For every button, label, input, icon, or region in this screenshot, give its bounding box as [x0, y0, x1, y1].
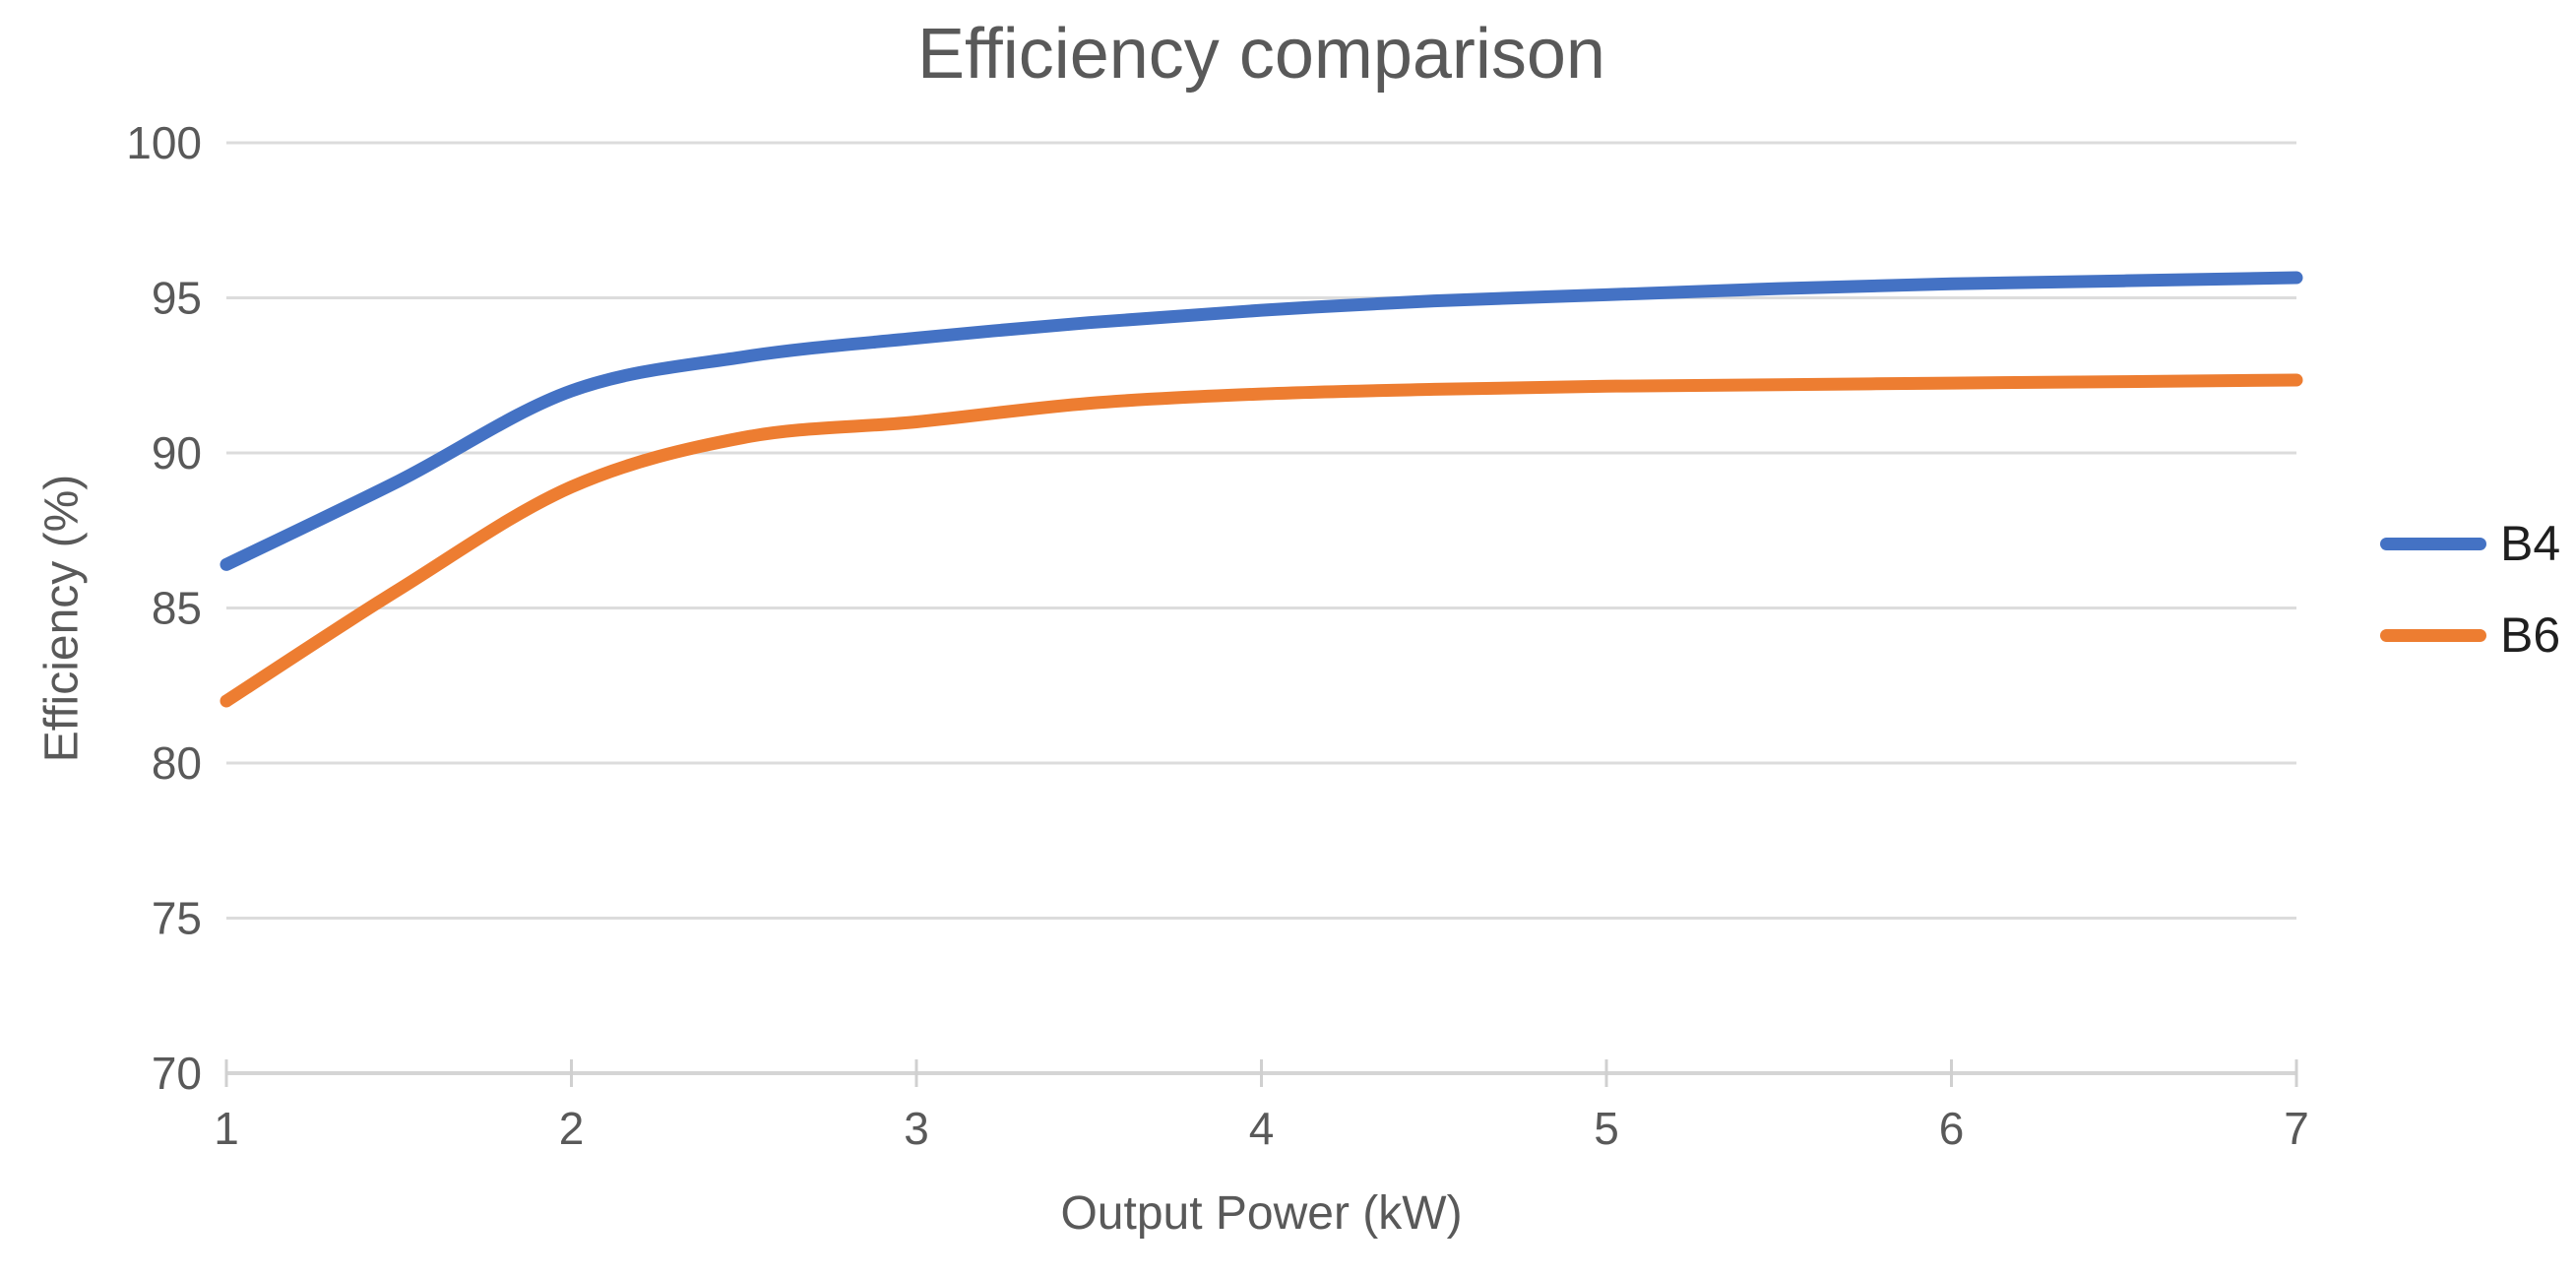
legend-swatch-b4-icon [2380, 537, 2486, 550]
x-tick-label: 1 [214, 1103, 239, 1154]
x-tick-label: 6 [1939, 1103, 1965, 1154]
legend-item-b4: B4 [2380, 512, 2560, 575]
x-tick-label: 5 [1594, 1103, 1619, 1154]
chart-title: Efficiency comparison [917, 15, 1605, 94]
y-tick-label: 80 [152, 737, 202, 789]
legend-label-b4: B4 [2500, 516, 2561, 571]
y-axis-title: Efficiency (%) [35, 474, 89, 763]
legend-swatch-b6-icon [2380, 628, 2486, 642]
y-tick-label: 85 [152, 583, 202, 634]
y-tick-label: 75 [152, 893, 202, 944]
y-tick-label: 90 [152, 427, 202, 479]
legend-label-b6: B6 [2500, 607, 2561, 663]
x-tick-label: 7 [2284, 1103, 2309, 1154]
series-line-b6 [220, 373, 2303, 708]
x-tick-label: 4 [1249, 1103, 1275, 1154]
legend: B4 B6 [2380, 512, 2560, 695]
x-tick-label: 2 [559, 1103, 585, 1154]
x-axis-title: Output Power (kW) [1060, 1187, 1463, 1240]
y-tick-label: 70 [152, 1048, 202, 1099]
legend-item-b6: B6 [2380, 604, 2560, 667]
series-line-b4 [220, 271, 2303, 571]
x-tick-label: 3 [904, 1103, 929, 1154]
y-tick-label: 100 [126, 117, 202, 168]
y-tick-label: 95 [152, 273, 202, 324]
